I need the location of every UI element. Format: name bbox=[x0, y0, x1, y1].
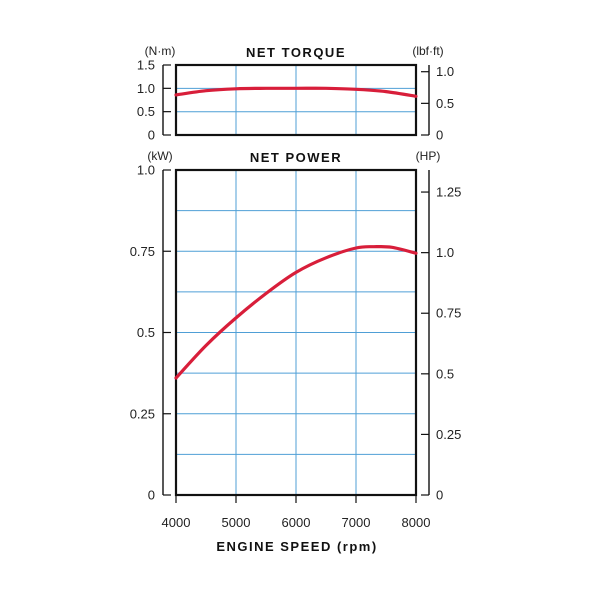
x-tick-label: 5000 bbox=[222, 515, 251, 530]
torque-right-tick-label: 1.0 bbox=[436, 64, 454, 79]
torque-right-tick-label: 0 bbox=[436, 128, 443, 143]
power-right-tick-label: 0.25 bbox=[436, 427, 461, 442]
power-right-unit: (HP) bbox=[416, 149, 441, 163]
torque-left-tick-label: 0 bbox=[148, 128, 155, 143]
power-left-tick-label: 1.0 bbox=[137, 163, 155, 178]
x-tick-label: 8000 bbox=[402, 515, 431, 530]
power-title: NET POWER bbox=[250, 150, 342, 165]
power-left-ticks: 0 0.25 0.5 0.75 1.0 bbox=[130, 163, 171, 503]
torque-grid bbox=[176, 65, 416, 135]
torque-right-tick-label: 0.5 bbox=[436, 96, 454, 111]
torque-right-ticks: 0 0.5 1.0 bbox=[421, 64, 454, 143]
power-panel: 0 0.25 0.5 0.75 1.0 0 0.25 0.5 0.75 1.0 1.25 (kW)… bbox=[130, 149, 462, 503]
power-right-tick-label: 0 bbox=[436, 488, 443, 503]
torque-title: NET TORQUE bbox=[246, 45, 346, 60]
torque-left-tick-label: 0.5 bbox=[137, 104, 155, 119]
power-right-ticks: 0 0.25 0.5 0.75 1.0 1.25 bbox=[421, 185, 461, 503]
power-left-unit: (kW) bbox=[147, 149, 172, 163]
torque-left-tick-label: 1.0 bbox=[137, 81, 155, 96]
power-grid bbox=[176, 170, 416, 495]
torque-series-line bbox=[174, 86, 418, 98]
power-left-tick-label: 0.25 bbox=[130, 406, 155, 421]
x-axis-ticks: 4000 5000 6000 7000 8000 bbox=[162, 495, 431, 530]
power-series-line bbox=[174, 244, 418, 380]
power-right-tick-label: 0.75 bbox=[436, 306, 461, 321]
x-axis-title: ENGINE SPEED (rpm) bbox=[216, 539, 377, 554]
x-tick-label: 7000 bbox=[342, 515, 371, 530]
torque-left-unit: (N·m) bbox=[145, 44, 176, 58]
torque-left-ticks: 0 0.5 1.0 1.5 bbox=[137, 58, 171, 143]
torque-plot-frame bbox=[174, 63, 418, 137]
power-left-tick-label: 0.5 bbox=[137, 325, 155, 340]
torque-left-tick-label: 1.5 bbox=[137, 58, 155, 73]
power-left-tick-label: 0.75 bbox=[130, 244, 155, 259]
x-tick-label: 4000 bbox=[162, 515, 191, 530]
power-left-tick-label: 0 bbox=[148, 488, 155, 503]
power-right-tick-label: 1.25 bbox=[436, 185, 461, 200]
torque-right-unit: (lbf·ft) bbox=[412, 44, 443, 58]
torque-panel: 0 0.5 1.0 1.5 0 0.5 1.0 (N·m) (lbf·ft) NET TO… bbox=[137, 44, 454, 143]
x-tick-label: 6000 bbox=[282, 515, 311, 530]
power-right-tick-label: 1.0 bbox=[436, 245, 454, 260]
power-right-tick-label: 0.5 bbox=[436, 366, 454, 381]
